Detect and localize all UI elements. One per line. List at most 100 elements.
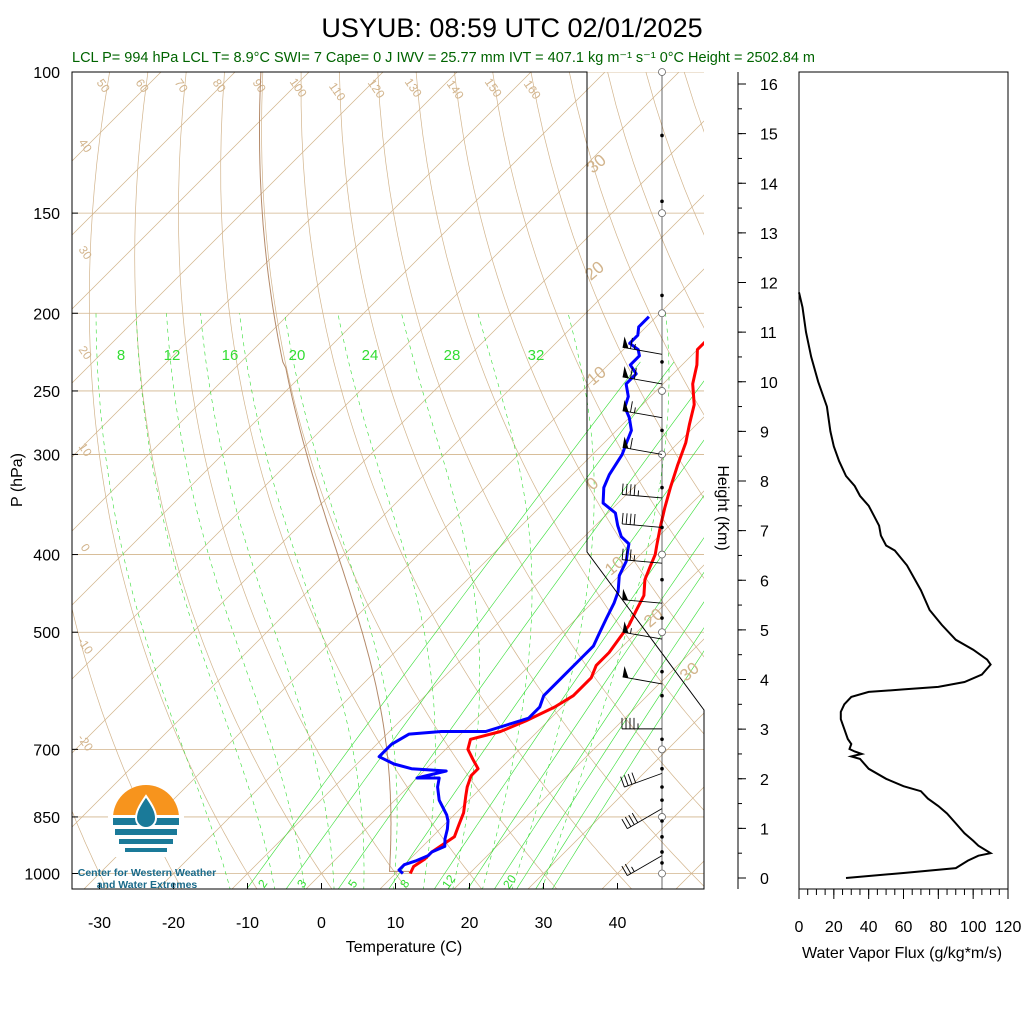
isotherm-line [453,638,704,889]
flux-ytick-label: 16 [760,77,778,94]
isotherm-line [157,342,704,889]
dry-adiabat-label: 70 [172,76,191,95]
wind-staff-dot [660,669,664,674]
flux-ytick-label: 7 [760,524,769,541]
skewt-xtick-label: 10 [387,915,405,932]
wind-staff-ring [658,869,666,878]
wind-barb [620,772,663,788]
dry-adiabat-label: 30 [76,243,95,262]
mixing-ratio-line [285,361,675,889]
flux-ytick-label: 15 [760,127,778,144]
dry-adiabat-label: 120 [365,76,388,101]
wind-barb [622,399,663,419]
logo-water-waves-icon [113,818,179,852]
flux-ytick-label: 3 [760,722,769,739]
moist-adiabat-label: 0 [583,473,602,494]
isotherm-line [72,72,310,310]
mixing-ratio-bottom-label: 2 [255,877,270,891]
dry-adiabat-line [952,72,1024,891]
skewt-ytick-label: 1000 [24,867,60,884]
dry-adiabat-line [377,72,704,811]
mixing-ratio-line [434,495,704,889]
wind-barb [621,717,662,730]
skewt-ytick-label: 150 [33,206,60,223]
skewt-xtick-label: 40 [609,915,627,932]
moist-adiabat-line [477,313,533,889]
dry-adiabat-line [683,72,704,133]
flux-ytick-label: 6 [760,573,769,590]
dry-adiabat-line [530,72,704,499]
skewt-ytick-label: 850 [33,810,60,827]
dry-adiabat-line [837,72,1024,891]
temperature-line [408,340,704,875]
wind-staff-dot [660,485,664,490]
dry-adiabat-label: 130 [402,75,425,100]
skewt-ytick-label: 250 [33,384,60,401]
wind-staff-dot [660,850,664,854]
wind-staff-ring [658,745,666,754]
wind-staff-dot [660,428,664,433]
wind-staff-dot [660,835,664,839]
isotherm-line [72,72,532,532]
stats-line: LCL P= 994 hPa LCL T= 8.9°C SWI= 7 Cape=… [72,50,815,66]
mixing-ratio-line [516,601,704,889]
wind-staff-dot [660,785,664,789]
flux-xtick-label: 80 [929,919,947,936]
dry-adiabat-line [88,72,258,889]
moist-adiabat-line [541,313,670,889]
wind-staff-dot [660,766,664,771]
dry-adiabat-line [415,72,704,735]
dry-adiabat-line [799,72,1024,891]
wind-staff-ring [658,209,666,218]
isotherm-line [231,416,704,889]
flux-ytick-label: 14 [760,176,778,193]
mixing-ratio-top-label: 28 [444,347,461,364]
isotherm-line [72,72,458,458]
wind-barbs [620,68,666,878]
mixing-ratio-bottom-label: 3 [294,877,309,891]
mixing-ratio-line [535,627,704,889]
wind-barb [622,588,663,604]
wind-staff-dot [660,616,664,620]
parcel-path-line [259,72,411,874]
dry-adiabat-line [761,72,1024,891]
dry-adiabat-label: -10 [75,635,97,658]
mixing-ratio-line [388,439,704,889]
wind-barb [621,855,663,877]
isotherm-line [750,72,1024,889]
isotherm-line [72,72,606,606]
wind-barb [621,512,663,528]
flux-ytick-label: 0 [760,871,769,888]
moist-adiabat-line [284,313,398,889]
skewt-xtick-label: -10 [236,915,259,932]
isotherm-line [72,72,680,680]
flux-ytick-label: 11 [760,325,777,342]
dry-adiabat-line [220,72,483,889]
moist-adiabat-line [200,313,335,889]
dry-adiabat-line [454,72,704,658]
skewt-xlabel: Temperature (C) [346,939,462,956]
dry-adiabat-label: -20 [75,732,97,755]
wind-staff-dot [660,861,664,865]
isotherm-line [379,564,704,889]
logo-text-line1: Center for Western Weather [78,867,216,879]
dry-adiabat-line [261,72,558,889]
flux-ytick-label: 9 [760,424,769,441]
flux-xtick-label: 120 [995,919,1022,936]
dry-adiabat-label: 60 [133,76,152,95]
mixing-ratio-top-label: 16 [222,347,239,364]
wind-barb [621,483,663,499]
dry-adiabat-line [72,810,108,889]
wind-staff-dot [660,693,664,698]
isotherm-line [72,72,384,384]
wind-staff-ring [658,309,666,318]
mixing-ratio-bottom-label: 8 [397,877,412,891]
mixing-ratio-line [467,537,704,889]
skewt-panel: 50 60 70 80 90 100 110 120 130 140 150 160403020100… [9,65,1024,956]
isotherm-line [83,268,704,889]
wind-staff-dot [660,360,664,364]
isotherm-line [305,490,704,889]
